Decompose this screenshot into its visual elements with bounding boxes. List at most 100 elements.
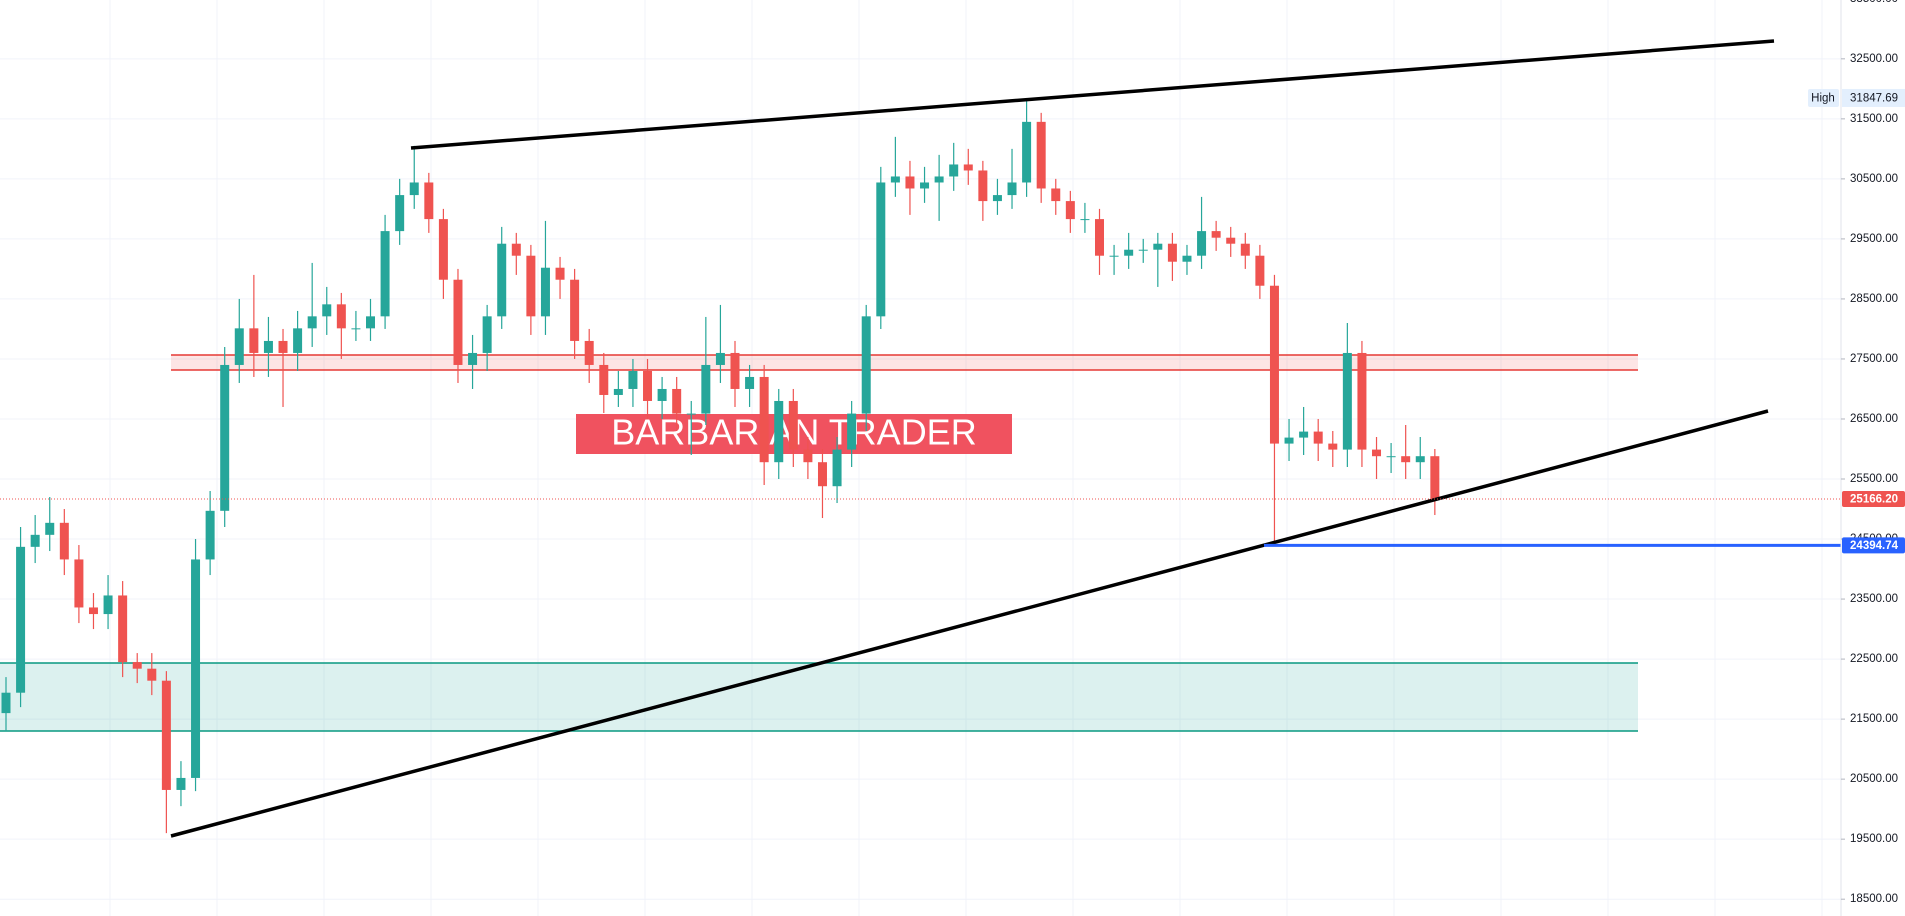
- candle-body: [220, 364, 230, 511]
- candle-body: [949, 164, 959, 177]
- candle-body: [890, 176, 900, 183]
- high-marker-value: 31847.69: [1850, 93, 1898, 105]
- overlay-layer: [0, 39, 1841, 838]
- candle-body: [847, 413, 857, 450]
- trend-line: [410, 39, 1775, 150]
- candle-body: [1386, 456, 1396, 458]
- candle-body: [774, 400, 784, 463]
- candle-body: [1007, 182, 1017, 196]
- candle-body: [1167, 243, 1177, 262]
- candle-body: [526, 255, 536, 317]
- y-tick-label: 26500.00: [1850, 413, 1898, 425]
- y-tick-label: 32500.00: [1850, 53, 1898, 65]
- candle-body: [1401, 456, 1411, 463]
- candle-body: [1328, 443, 1338, 450]
- candle-body: [453, 279, 463, 365]
- last-price-label: 25166.20: [1850, 494, 1898, 506]
- candle-body: [759, 376, 769, 463]
- candle-body: [715, 352, 725, 365]
- y-tick-label: 18500.00: [1850, 893, 1898, 905]
- candle-body: [191, 559, 201, 778]
- candle-body: [788, 400, 798, 450]
- candle-body: [555, 267, 565, 280]
- candle-body: [366, 316, 375, 329]
- candle-body: [103, 595, 113, 615]
- support-zone: [0, 663, 1638, 731]
- candle-body: [1357, 352, 1367, 450]
- candle-body: [672, 388, 682, 414]
- candle-body: [380, 231, 390, 317]
- candle-body: [905, 176, 915, 189]
- candle-body: [438, 219, 448, 280]
- candle-body: [803, 449, 813, 463]
- candle-body: [934, 176, 944, 183]
- high-marker-value-bg: [1842, 88, 1905, 107]
- candle-body: [482, 316, 492, 353]
- candle-body: [963, 164, 973, 171]
- y-tick-label: 23500.00: [1850, 593, 1898, 605]
- y-tick-label: 19500.00: [1850, 833, 1898, 845]
- trend-line: [170, 409, 1769, 838]
- candle-body: [249, 328, 259, 353]
- candle-body: [1, 692, 11, 714]
- candle-body: [511, 243, 521, 256]
- candle-body: [1197, 231, 1207, 256]
- candle-body: [88, 607, 98, 615]
- candle-body: [1211, 231, 1221, 238]
- candle-body: [686, 413, 696, 415]
- grid-layer: [0, 0, 1841, 916]
- level-label: 24394.74: [1850, 540, 1899, 552]
- candle-body: [1269, 285, 1279, 444]
- candle-body: [701, 364, 711, 414]
- candle-body: [409, 182, 419, 196]
- candle-body: [132, 662, 142, 669]
- candle-body: [613, 388, 623, 395]
- candle-body: [1372, 449, 1382, 457]
- y-tick-label: 27500.00: [1850, 353, 1898, 365]
- candle-body: [745, 376, 755, 389]
- candle-body: [1182, 255, 1192, 262]
- candle-layer: [1, 97, 1440, 834]
- candle-body: [16, 546, 26, 693]
- candle-body: [424, 182, 434, 220]
- candle-body: [1065, 201, 1075, 220]
- candle-body: [1138, 249, 1148, 251]
- candle-body: [817, 462, 827, 487]
- candle-body: [1051, 188, 1061, 202]
- candle-body: [1240, 243, 1250, 256]
- candle-body: [1036, 121, 1046, 189]
- candle-body: [1299, 431, 1309, 438]
- candle-body: [322, 304, 332, 317]
- y-tick-label: 20500.00: [1850, 773, 1898, 785]
- candle-body: [643, 370, 653, 401]
- candle-body: [497, 243, 507, 317]
- candle-body: [540, 267, 550, 317]
- candle-body: [570, 279, 580, 341]
- y-tick-label: 31500.00: [1850, 113, 1898, 125]
- candle-body: [861, 316, 871, 414]
- y-tick-label: 33500.00: [1850, 0, 1898, 5]
- candle-body: [1255, 255, 1265, 286]
- candle-body: [1430, 456, 1440, 500]
- candle-body: [293, 328, 303, 353]
- candle-body: [1284, 437, 1294, 444]
- candle-body: [336, 304, 346, 329]
- candle-body: [263, 340, 273, 353]
- y-tick-label: 22500.00: [1850, 653, 1898, 665]
- candle-body: [1022, 121, 1032, 183]
- candle-body: [205, 510, 215, 560]
- candle-body: [1124, 249, 1134, 256]
- candle-body: [657, 388, 667, 401]
- candle-body: [920, 182, 930, 189]
- candle-body: [599, 364, 609, 395]
- candle-body: [59, 522, 69, 560]
- candle-body: [30, 534, 40, 547]
- candle-body: [1226, 237, 1236, 244]
- candle-body: [161, 680, 171, 790]
- level-badge: [1842, 537, 1905, 554]
- candle-body: [147, 668, 157, 681]
- y-tick-label: 29500.00: [1850, 233, 1898, 245]
- y-tick-label: 25500.00: [1850, 473, 1898, 485]
